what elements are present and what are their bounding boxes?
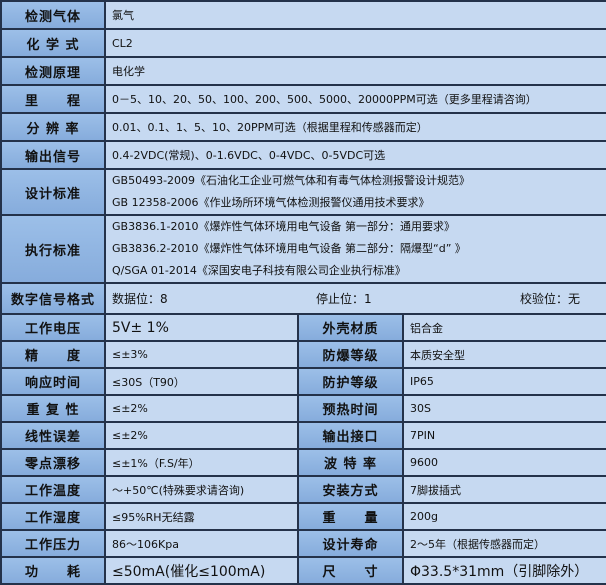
row-value: 氯气 [104, 0, 606, 30]
table-row: 线性误差 ≤±2% 输出接口 7PIN [0, 421, 606, 450]
row-label: 重 复 性 [0, 394, 106, 423]
row-label: 线性误差 [0, 421, 106, 450]
standards-list: GB50493-2009《石油化工企业可燃气体和有毒气体检测报警设计规范》 GB … [104, 168, 606, 216]
row-value: ≤±2% [104, 394, 299, 423]
table-row: 分 辨 率 0.01、0.1、1、5、10、20PPM可选（根据里程和传感器而定） [0, 112, 606, 142]
row-value: 0－5、10、20、50、100、200、500、5000、20000PPM可选… [104, 84, 606, 114]
row-label: 工作电压 [0, 313, 106, 342]
row-value: CL2 [104, 28, 606, 58]
row-value: ～+50℃(特殊要求请咨询) [104, 475, 299, 504]
row-label: 设计寿命 [297, 529, 404, 558]
row-value: ≤±1%（F.S/年） [104, 448, 299, 477]
row-label: 外壳材质 [297, 313, 404, 342]
stop-bits: 停止位：1 [315, 292, 372, 306]
row-label: 功 耗 [0, 556, 106, 585]
row-label: 设计标准 [0, 168, 106, 216]
row-value: 7PIN [402, 421, 606, 450]
row-label: 工作压力 [0, 529, 106, 558]
row-value: 0.01、0.1、1、5、10、20PPM可选（根据里程和传感器而定） [104, 112, 606, 142]
row-value: 86～106Kpa [104, 529, 299, 558]
row-label: 精 度 [0, 340, 106, 369]
table-row: 工作湿度 ≤95%RH无结露重 量 200g [0, 502, 606, 531]
table-row: 响应时间 ≤30S（T90） 防护等级 IP65 [0, 367, 606, 396]
row-label: 输出接口 [297, 421, 404, 450]
row-label: 检测气体 [0, 0, 106, 30]
row-label: 化 学 式 [0, 28, 106, 58]
row-label: 数字信号格式 [0, 282, 106, 315]
standard-line: Q/SGA 01-2014《深国安电子科技有限公司企业执行标准》 [112, 264, 406, 277]
table-row: 工作压力 86～106Kpa 设计寿命 2～5年（根据传感器而定） [0, 529, 606, 558]
row-label: 预热时间 [297, 394, 404, 423]
table-row: 重 复 性 ≤±2% 预热时间 30S [0, 394, 606, 423]
row-label: 输出信号 [0, 140, 106, 170]
row-label: 工作湿度 [0, 502, 106, 531]
row-label: 分 辨 率 [0, 112, 106, 142]
table-row: 检测气体 氯气 [0, 0, 606, 30]
row-value: 电化学 [104, 56, 606, 86]
row-label: 响应时间 [0, 367, 106, 396]
table-row: 功 耗 ≤50mA(催化≤100mA) 尺 寸 Φ33.5*31mm（引脚除外） [0, 556, 606, 585]
row-label: 重 量 [297, 502, 404, 531]
row-value: 5V± 1% [104, 313, 299, 342]
table-row: 执行标准 GB3836.1-2010《爆炸性气体环境用电气设备 第一部分：通用要求… [0, 214, 606, 284]
row-value: 7脚拔插式 [402, 475, 606, 504]
standard-line: GB 12358-2006《作业场所环境气体检测报警仪通用技术要求》 [112, 196, 430, 209]
row-label: 里 程 [0, 84, 106, 114]
row-label: 零点漂移 [0, 448, 106, 477]
row-value: Φ33.5*31mm（引脚除外） [402, 556, 606, 585]
standard-line: GB3836.2-2010《爆炸性气体环境用电气设备 第二部分：隔爆型“d” 》 [112, 242, 466, 255]
table-row: 工作温度 ～+50℃(特殊要求请咨询) 安装方式 7脚拔插式 [0, 475, 606, 504]
row-value: 2～5年（根据传感器而定） [402, 529, 606, 558]
table-row: 里 程 0－5、10、20、50、100、200、500、5000、20000PP… [0, 84, 606, 114]
row-label: 检测原理 [0, 56, 106, 86]
row-value: ≤30S（T90） [104, 367, 299, 396]
row-label: 尺 寸 [297, 556, 404, 585]
row-value: 9600 [402, 448, 606, 477]
row-label: 波 特 率 [297, 448, 404, 477]
data-bits: 数据位：8 [112, 292, 168, 306]
row-value: ≤95%RH无结露 [104, 502, 299, 531]
table-row: 设计标准 GB50493-2009《石油化工企业可燃气体和有毒气体检测报警设计规范… [0, 168, 606, 216]
table-row: 零点漂移 ≤±1%（F.S/年）波 特 率 9600 [0, 448, 606, 477]
digital-format-value: 数据位：8 停止位：1 校验位：无 [104, 282, 606, 315]
row-value: 本质安全型 [402, 340, 606, 369]
table-row: 检测原理 电化学 [0, 56, 606, 86]
table-row: 输出信号 0.4-2VDC(常规)、0-1.6VDC、0-4VDC、0-5VDC可… [0, 140, 606, 170]
row-value: ≤±3% [104, 340, 299, 369]
row-label: 工作温度 [0, 475, 106, 504]
row-value: 0.4-2VDC(常规)、0-1.6VDC、0-4VDC、0-5VDC可选 [104, 140, 606, 170]
row-value: 铝合金 [402, 313, 606, 342]
row-value: ≤±2% [104, 421, 299, 450]
row-value: ≤50mA(催化≤100mA) [104, 556, 299, 585]
standard-line: GB50493-2009《石油化工企业可燃气体和有毒气体检测报警设计规范》 [112, 174, 471, 187]
row-value: 30S [402, 394, 606, 423]
row-label: 执行标准 [0, 214, 106, 284]
standard-line: GB3836.1-2010《爆炸性气体环境用电气设备 第一部分：通用要求》 [112, 220, 456, 233]
parity: 校验位：无 [519, 292, 580, 306]
table-row: 化 学 式 CL2 [0, 28, 606, 58]
standards-list: GB3836.1-2010《爆炸性气体环境用电气设备 第一部分：通用要求》 GB3… [104, 214, 606, 284]
table-row: 精 度 ≤±3% 防爆等级 本质安全型 [0, 340, 606, 369]
row-value: 200g [402, 502, 606, 531]
table-row: 数字信号格式 数据位：8 停止位：1 校验位：无 [0, 282, 606, 315]
row-value: IP65 [402, 367, 606, 396]
row-label: 防护等级 [297, 367, 404, 396]
row-label: 防爆等级 [297, 340, 404, 369]
table-row: 工作电压 5V± 1% 外壳材质 铝合金 [0, 313, 606, 342]
row-label: 安装方式 [297, 475, 404, 504]
